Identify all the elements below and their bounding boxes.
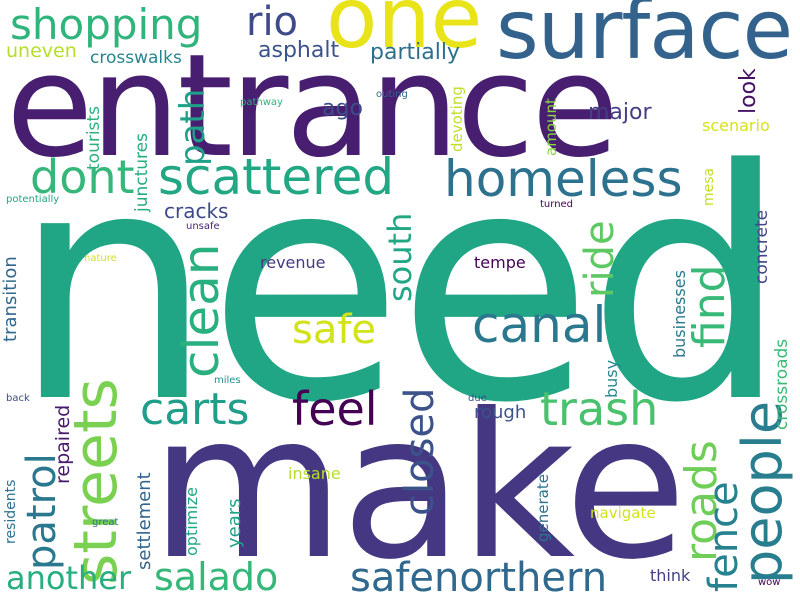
word-ride: ride	[577, 220, 623, 298]
word-safenorthern: safenorthern	[350, 555, 608, 600]
word-safe: safe	[292, 307, 377, 353]
word-junctures: junctures	[132, 133, 152, 212]
word-settlement: settlement	[134, 472, 155, 570]
word-dont: dont	[30, 150, 135, 204]
word-pathway: pathway	[240, 97, 283, 108]
word-south: south	[381, 212, 419, 302]
word-entrance: entrance	[6, 24, 619, 189]
word-mesa: mesa	[701, 167, 717, 206]
word-look: look	[736, 68, 761, 114]
word-wow: wow	[758, 577, 781, 588]
word-amount: amount	[542, 98, 560, 156]
word-ago: ago	[322, 96, 363, 121]
word-years: years	[224, 498, 245, 548]
word-need: need	[12, 102, 789, 472]
word-carts: carts	[140, 384, 250, 435]
word-residents: residents	[3, 479, 19, 544]
word-major: major	[588, 100, 652, 125]
word-navigate: navigate	[590, 504, 656, 522]
word-one: one	[326, 0, 483, 67]
word-miles: miles	[214, 375, 241, 386]
word-make: make	[150, 371, 687, 600]
word-revenue: revenue	[260, 253, 326, 272]
word-businesses: businesses	[670, 270, 689, 358]
word-path: path	[173, 88, 213, 166]
word-repaired: repaired	[52, 404, 74, 484]
word-generate: generate	[534, 474, 552, 542]
word-fence: fence	[701, 481, 747, 592]
word-crossroads: crossroads	[772, 338, 792, 430]
word-concrete: concrete	[752, 209, 772, 284]
word-rough: rough	[474, 402, 527, 423]
word-think: think	[650, 566, 691, 585]
word-great: great	[92, 517, 119, 528]
word-nature: nature	[84, 253, 117, 264]
word-scenario: scenario	[702, 116, 770, 135]
word-devoting: devoting	[448, 86, 466, 152]
word-canal: canal	[472, 296, 607, 354]
word-potentially: potentially	[6, 194, 60, 205]
word-insane: insane	[288, 464, 341, 483]
word-transition: transition	[0, 256, 21, 342]
word-find: find	[684, 264, 735, 348]
word-another: another	[6, 559, 132, 597]
word-tourists: tourists	[84, 106, 104, 170]
word-closed: closed	[397, 387, 443, 516]
word-scattered: scattered	[158, 148, 395, 206]
word-unsafe: unsafe	[186, 221, 220, 232]
word-partially: partially	[370, 40, 460, 65]
word-homeless: homeless	[444, 150, 683, 208]
word-optimize: optimize	[182, 487, 201, 556]
word-feel: feel	[292, 382, 378, 436]
word-clean: clean	[172, 243, 230, 378]
word-asphalt: asphalt	[258, 38, 340, 63]
word-trash: trash	[540, 382, 659, 436]
word-rio: rio	[246, 0, 299, 45]
word-back: back	[6, 393, 30, 404]
word-streets: streets	[61, 378, 131, 585]
word-surface: surface	[496, 0, 793, 78]
word-tempe: tempe	[474, 253, 526, 272]
word-crosswalks: crosswalks	[90, 48, 182, 68]
word-shopping: shopping	[10, 0, 203, 49]
word-busy: busy	[602, 359, 621, 398]
word-due: due	[468, 393, 487, 404]
word-outing: outing	[376, 89, 408, 100]
word-uneven: uneven	[6, 40, 77, 62]
word-cracks: cracks	[164, 199, 229, 223]
word-turned: turned	[540, 199, 574, 210]
word-salado: salado	[154, 555, 279, 599]
